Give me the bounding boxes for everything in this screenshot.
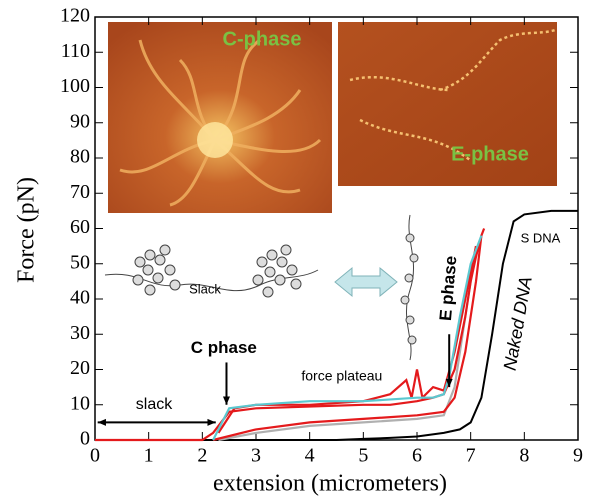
y-tick-label: 40: [70, 287, 90, 309]
x-tick-label: 1: [144, 445, 154, 467]
x-tick-label: 6: [412, 445, 422, 467]
y-tick-label: 10: [70, 392, 90, 414]
x-tick-label: 5: [358, 445, 368, 467]
y-tick-label: 50: [70, 251, 90, 273]
y-tick-label: 0: [80, 428, 90, 450]
y-tick-label: 110: [61, 40, 90, 62]
inset-label: E-phase: [451, 143, 529, 165]
x-tick-label: 7: [466, 445, 476, 467]
y-tick-label: 120: [60, 5, 90, 27]
x-tick-label: 2: [197, 445, 207, 467]
y-tick-label: 90: [70, 110, 90, 132]
y-tick-label: 70: [70, 181, 90, 203]
y-tick-label: 80: [70, 146, 90, 168]
x-tick-label: 4: [305, 445, 315, 467]
annotation: S DNA: [521, 231, 561, 246]
y-tick-label: 20: [70, 357, 90, 379]
annotation: slack: [136, 396, 173, 413]
inset-c: [108, 22, 332, 213]
y-axis-title: Force (pN): [14, 177, 40, 283]
x-tick-label: 3: [251, 445, 261, 467]
annotation: force plateau: [301, 367, 382, 383]
arrow-head: [223, 396, 230, 404]
y-tick-label: 30: [70, 322, 90, 344]
annotation: E phase: [436, 255, 461, 322]
arrow-head: [98, 419, 106, 426]
x-axis-title: extension (micrometers): [213, 471, 447, 497]
page: {"chart_data": { "type": "line", "x_labe…: [0, 0, 590, 498]
x-tick-label: 8: [519, 445, 529, 467]
arrow-head: [207, 419, 215, 426]
x-tick-label: 0: [90, 445, 100, 467]
chart: C-phase E-phase Slack extension (microme…: [0, 0, 590, 498]
y-tick-label: 60: [70, 216, 90, 238]
annotation: C phase: [191, 338, 257, 357]
x-tick-label: 9: [573, 445, 583, 467]
y-tick-label: 100: [60, 75, 90, 97]
annotation: Slack: [189, 281, 221, 296]
exchange-arrow: [335, 268, 397, 296]
inset-label: C-phase: [223, 28, 302, 50]
annotation: Naked DNA: [500, 275, 536, 372]
